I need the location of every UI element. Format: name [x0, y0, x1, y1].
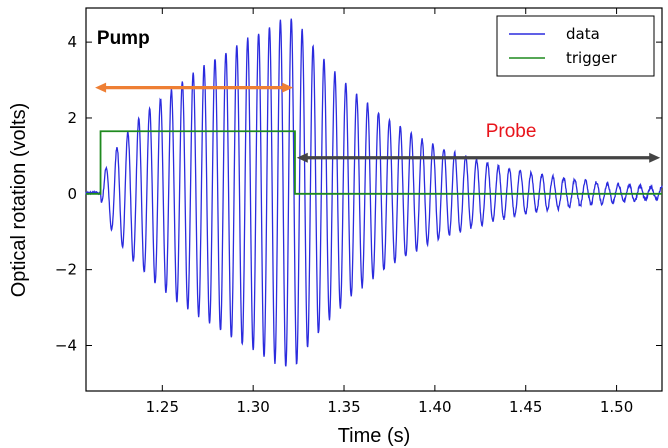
probe-label: Probe — [486, 121, 537, 142]
x-tick-label: 1.35 — [327, 398, 360, 416]
series-line-trigger — [86, 130, 662, 195]
plot-frame — [85, 7, 663, 392]
pump-arrow-head-left — [95, 82, 107, 93]
series-layer — [85, 18, 663, 367]
pump-label: Pump — [97, 28, 150, 49]
probe-arrow-head-right — [649, 152, 661, 163]
y-tick-label: −2 — [55, 261, 77, 279]
x-tick-label: 1.50 — [600, 398, 633, 416]
y-axis-title: Optical rotation (volts) — [8, 103, 30, 298]
ticks-group: 1.25 1.30 1.35 1.40 1.45 1.50 −4 −2 0 2 4 — [55, 8, 662, 416]
pump-arrow-head-right — [282, 82, 294, 93]
y-tick-label: −4 — [55, 336, 77, 354]
x-tick-label: 1.25 — [146, 398, 179, 416]
probe-arrow-head-left — [296, 152, 308, 163]
y-tick-label: 2 — [67, 109, 77, 127]
legend-box — [496, 15, 655, 77]
annotations-group: Pump Probe — [95, 28, 661, 163]
y-tick-label: 0 — [67, 185, 77, 203]
legend-label-data: data — [566, 25, 600, 43]
x-tick-label: 1.30 — [236, 398, 269, 416]
series-line-data — [85, 18, 663, 367]
x-tick-label: 1.45 — [509, 398, 542, 416]
x-axis-title: Time (s) — [338, 425, 411, 447]
legend-label-trigger: trigger — [566, 49, 617, 67]
y-tick-label: 4 — [67, 33, 77, 51]
legend: data trigger — [496, 15, 655, 77]
x-tick-label: 1.40 — [418, 398, 451, 416]
